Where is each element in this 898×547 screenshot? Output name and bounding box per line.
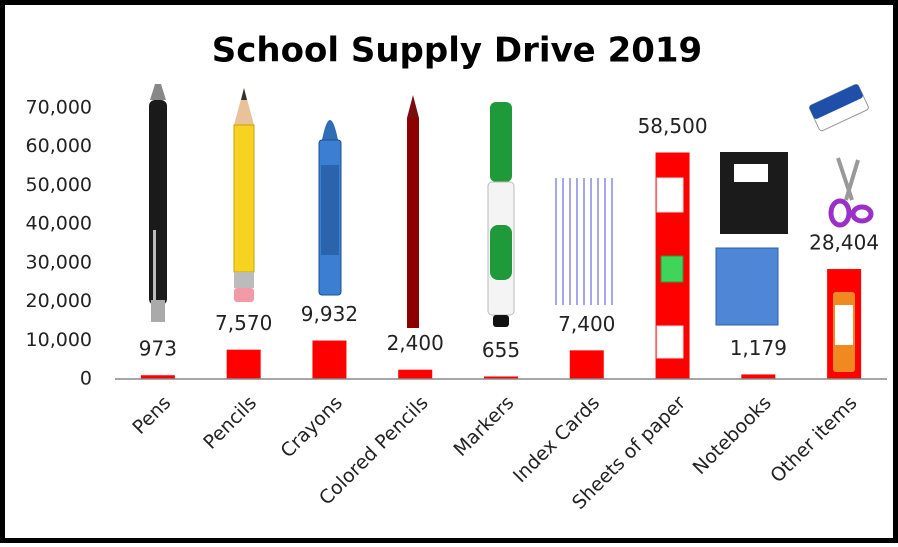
data-label: 1,179 [730, 336, 787, 360]
paper-sheet [656, 177, 684, 213]
y-tick-label: 60,000 [26, 135, 92, 157]
data-label: 2,400 [387, 331, 444, 355]
pen-end [151, 300, 165, 322]
crayon-tip [322, 120, 338, 140]
y-tick-label: 50,000 [26, 174, 92, 196]
bar [140, 375, 175, 379]
colored-pencil-body [407, 118, 419, 328]
spiral-notebook [715, 247, 779, 326]
notebook-label [734, 164, 768, 182]
y-tick-label: 20,000 [26, 290, 92, 312]
bar [312, 340, 347, 379]
bar [569, 350, 604, 379]
bar [484, 376, 518, 379]
eraser [809, 83, 869, 132]
scissors [828, 157, 874, 228]
data-label: 58,500 [638, 114, 708, 138]
pencil-eraser [234, 288, 254, 302]
pencil-band [234, 272, 254, 288]
data-label: 7,400 [558, 312, 615, 336]
data-label: 973 [139, 337, 177, 361]
bar [741, 374, 776, 379]
y-tick-label: 70,000 [26, 97, 92, 119]
glue-label [835, 305, 853, 345]
data-label: 9,932 [301, 302, 358, 326]
data-label: 28,404 [809, 231, 879, 255]
marker-tip [493, 315, 509, 327]
pencil-tip [234, 88, 254, 125]
pen-body [149, 100, 167, 305]
chart-title: School Supply Drive 2019 [212, 31, 702, 71]
index-card-lines [555, 178, 613, 305]
bar [226, 349, 261, 379]
y-tick-label: 40,000 [26, 213, 92, 235]
bar [398, 369, 433, 379]
crayon-label [321, 165, 339, 255]
colored-pencil-tip [407, 95, 419, 118]
decorations [149, 83, 874, 328]
pencil-lead [241, 88, 247, 100]
y-tick-label: 10,000 [26, 329, 92, 351]
data-label: 7,570 [215, 311, 272, 335]
y-tick-label: 30,000 [26, 251, 92, 273]
y-tick-label: 0 [80, 368, 92, 390]
marker-logo [490, 225, 512, 280]
paper-sheet [660, 255, 684, 283]
paper-sheet [656, 325, 684, 359]
data-label: 655 [482, 338, 520, 362]
decorations-front [656, 177, 855, 372]
pencil-body [233, 124, 255, 273]
pen-clip [153, 230, 156, 315]
marker-cap [490, 102, 512, 182]
pen-tip [150, 84, 166, 100]
